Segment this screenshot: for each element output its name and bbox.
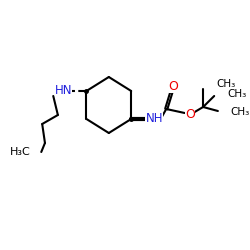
- Text: O: O: [185, 108, 195, 120]
- Text: NH: NH: [146, 112, 163, 126]
- Text: CH₃: CH₃: [227, 89, 246, 99]
- Text: O: O: [169, 80, 178, 92]
- Text: H₃C: H₃C: [10, 147, 30, 157]
- Text: CH₃: CH₃: [216, 79, 235, 89]
- Text: CH₃: CH₃: [231, 107, 250, 117]
- Text: HN: HN: [55, 84, 72, 98]
